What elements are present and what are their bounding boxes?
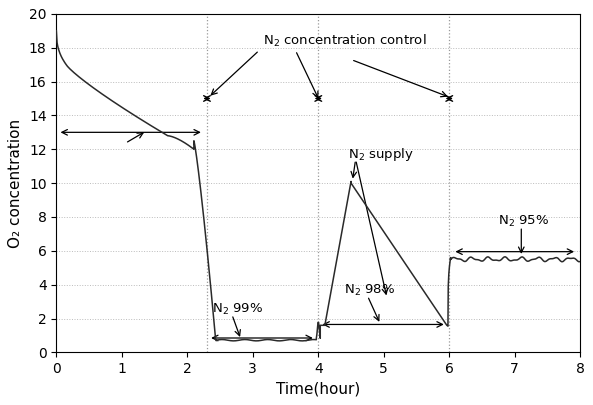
Y-axis label: O₂ concentration: O₂ concentration [8, 119, 23, 248]
X-axis label: Time(hour): Time(hour) [276, 382, 361, 396]
Text: N$_2$ 98%: N$_2$ 98% [345, 283, 396, 298]
Text: N$_2$ 95%: N$_2$ 95% [498, 213, 550, 229]
Text: N$_2$ 99%: N$_2$ 99% [212, 302, 263, 317]
Text: N$_2$ concentration control: N$_2$ concentration control [263, 33, 426, 49]
Text: N$_2$ supply: N$_2$ supply [347, 146, 413, 163]
